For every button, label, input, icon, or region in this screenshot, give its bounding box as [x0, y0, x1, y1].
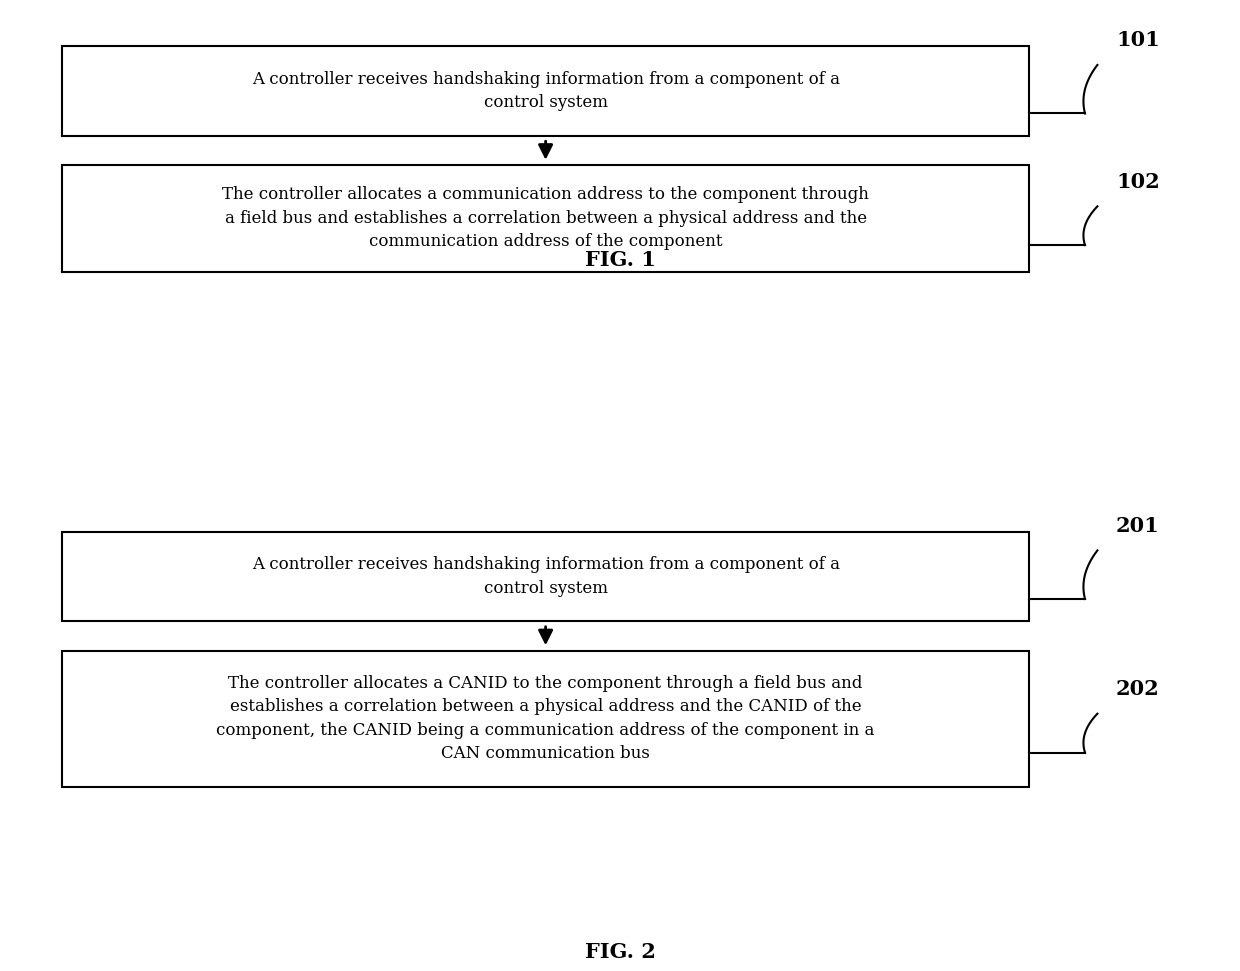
- Bar: [62, 651, 1029, 787]
- Bar: [62, 165, 1029, 272]
- Bar: [62, 46, 1029, 136]
- Text: 102: 102: [1116, 172, 1159, 191]
- Text: A controller receives handshaking information from a component of a
control syst: A controller receives handshaking inform…: [252, 71, 839, 112]
- Text: FIG. 2: FIG. 2: [584, 942, 656, 961]
- Text: A controller receives handshaking information from a component of a
control syst: A controller receives handshaking inform…: [252, 556, 839, 597]
- Bar: [62, 532, 1029, 621]
- Text: 202: 202: [1116, 679, 1159, 699]
- Text: The controller allocates a CANID to the component through a field bus and
establ: The controller allocates a CANID to the …: [217, 675, 874, 762]
- Text: The controller allocates a communication address to the component through
a fiel: The controller allocates a communication…: [222, 186, 869, 251]
- Text: FIG. 1: FIG. 1: [584, 250, 656, 270]
- Text: 201: 201: [1116, 516, 1159, 536]
- Text: 101: 101: [1116, 30, 1159, 50]
